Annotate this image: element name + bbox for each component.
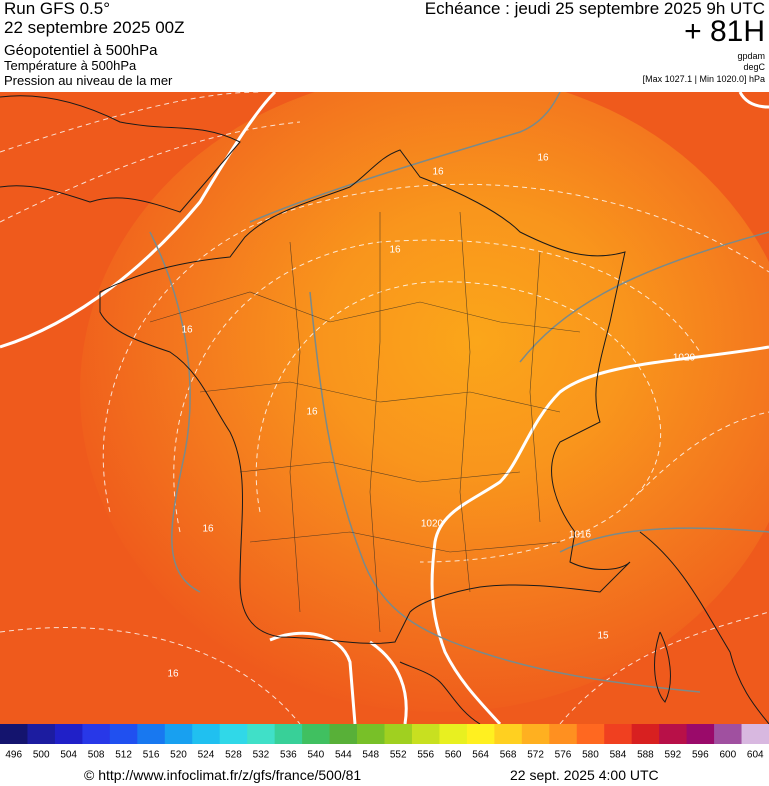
forecast: Echéance : jeudi 25 septembre 2025 9h UT… bbox=[424, 0, 765, 18]
coastlines bbox=[0, 95, 769, 724]
colorbar-label: 548 bbox=[362, 750, 379, 761]
map: 16 16 16 16 16 16 1020 1020 1016 15 16 bbox=[0, 92, 769, 724]
colorbar-swatch bbox=[137, 724, 166, 744]
colorbar-swatch bbox=[274, 724, 303, 744]
colorbar-label: 588 bbox=[637, 750, 654, 761]
contour-label: 16 bbox=[432, 167, 444, 178]
colorbar-label: 580 bbox=[582, 750, 599, 761]
layer: Pression au niveau de la mer bbox=[4, 73, 173, 88]
contour-label: 15 bbox=[597, 631, 609, 642]
colorbar-swatch bbox=[741, 724, 769, 744]
colorbar-label: 540 bbox=[307, 750, 324, 761]
contour-label: 1020 bbox=[421, 519, 444, 530]
colorbar-swatch bbox=[247, 724, 276, 744]
colorbar-label: 512 bbox=[115, 750, 132, 761]
colorbar-label: 516 bbox=[143, 750, 160, 761]
colorbar-swatch bbox=[576, 724, 605, 744]
colorbar-swatch bbox=[549, 724, 578, 744]
colorbar-swatch bbox=[411, 724, 440, 744]
colorbar-label: 500 bbox=[33, 750, 50, 761]
contour-label: 16 bbox=[389, 245, 401, 256]
extremes: [Max 1027.1 | Min 1020.0] hPa bbox=[642, 74, 765, 84]
geopotential-isolines bbox=[149, 92, 769, 693]
colorbar-label: 536 bbox=[280, 750, 297, 761]
colorbar-label: 544 bbox=[335, 750, 352, 761]
layer: Géopotentiel à 500hPa bbox=[4, 42, 158, 59]
colorbar-label: 520 bbox=[170, 750, 187, 761]
colorbar-label: 504 bbox=[60, 750, 77, 761]
contour-label: 1020 bbox=[673, 353, 696, 364]
contour-label: 16 bbox=[537, 153, 549, 164]
colorbar-swatch bbox=[439, 724, 468, 744]
contour-label: 16 bbox=[167, 669, 179, 680]
colorbar-swatch bbox=[494, 724, 523, 744]
run-date: 22 septembre 2025 00Z bbox=[4, 18, 185, 37]
colorbar-label: 576 bbox=[555, 750, 572, 761]
colorbar-swatch bbox=[82, 724, 111, 744]
contour-label: 1016 bbox=[569, 530, 592, 541]
contour-label: 16 bbox=[202, 524, 214, 535]
colorbar-swatch bbox=[27, 724, 56, 744]
colorbar-label: 596 bbox=[692, 750, 709, 761]
colorbar-swatch bbox=[357, 724, 385, 744]
colorbar-label: 496 bbox=[5, 750, 22, 761]
colorbar-swatch bbox=[714, 724, 743, 744]
colorbar-swatch bbox=[54, 724, 83, 744]
colorbar-swatch bbox=[302, 724, 331, 744]
colorbar-label: 604 bbox=[747, 750, 764, 761]
run: Run GFS 0.5° bbox=[4, 0, 111, 18]
colorbar-swatch bbox=[192, 724, 221, 744]
contour-label: 16 bbox=[181, 325, 193, 336]
colorbar-swatch bbox=[384, 724, 413, 744]
colorbar-label: 552 bbox=[390, 750, 407, 761]
colorbar-label: 528 bbox=[225, 750, 242, 761]
colorbar-swatch bbox=[686, 724, 715, 744]
colorbar-swatch bbox=[219, 724, 248, 744]
contour-label: 16 bbox=[306, 407, 318, 418]
colorbar-label: 532 bbox=[253, 750, 270, 761]
colorbar-label: 564 bbox=[472, 750, 489, 761]
lead-time: + 81H bbox=[684, 15, 765, 48]
borders bbox=[149, 211, 581, 633]
colorbar-swatch bbox=[329, 724, 358, 744]
colorbar-label: 508 bbox=[88, 750, 105, 761]
colorbar-swatch bbox=[466, 724, 495, 744]
colorbar: 496 500 504 508 512 516 520 524 528 532 536 540 544 5… bbox=[0, 724, 769, 761]
colorbar-swatch bbox=[659, 724, 688, 744]
colorbar-swatch bbox=[0, 724, 28, 744]
colorbar-label: 572 bbox=[527, 750, 544, 761]
colorbar-swatch bbox=[164, 724, 193, 744]
colorbar-label: 600 bbox=[719, 750, 736, 761]
field bbox=[80, 92, 769, 712]
unit: gpdam bbox=[737, 51, 765, 61]
colorbar-label: 568 bbox=[500, 750, 517, 761]
layer: Température à 500hPa bbox=[4, 58, 137, 73]
colorbar-label: 584 bbox=[610, 750, 627, 761]
colorbar-swatch bbox=[109, 724, 138, 744]
colorbar-label: 524 bbox=[198, 750, 215, 761]
source-url: © http://www.infoclimat.fr/z/gfs/france/… bbox=[84, 767, 362, 783]
colorbar-label: 592 bbox=[665, 750, 682, 761]
issue-time: 22 sept. 2025 4:00 UTC bbox=[510, 767, 659, 783]
colorbar-swatch bbox=[521, 724, 550, 744]
colorbar-label: 556 bbox=[417, 750, 434, 761]
temp-isolines bbox=[0, 92, 769, 724]
colorbar-swatch bbox=[604, 724, 633, 744]
colorbar-swatch bbox=[631, 724, 660, 744]
unit: degC bbox=[743, 62, 765, 72]
colorbar-label: 560 bbox=[445, 750, 462, 761]
pressure-isolines bbox=[0, 92, 769, 724]
